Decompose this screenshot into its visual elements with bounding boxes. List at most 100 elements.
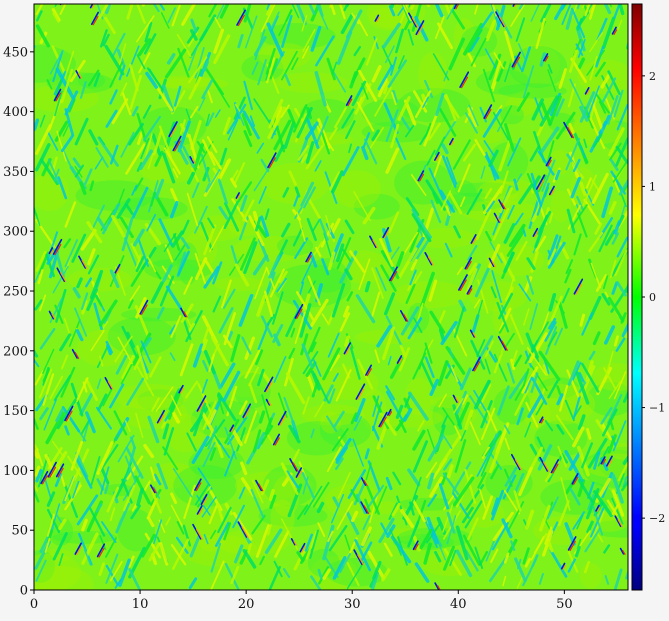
field-streak bbox=[484, 154, 500, 180]
field-streak bbox=[354, 539, 372, 572]
field-streak bbox=[591, 172, 609, 204]
field-streak bbox=[44, 537, 51, 553]
field-streak bbox=[270, 15, 279, 32]
field-defect-negative bbox=[305, 251, 312, 263]
field-streak bbox=[310, 298, 329, 328]
field-streak bbox=[131, 186, 149, 219]
x-tick-label: 30 bbox=[344, 597, 361, 612]
field-streak bbox=[34, 348, 39, 358]
colorbar-tick-label: −1 bbox=[649, 402, 665, 415]
field-patch bbox=[534, 420, 588, 457]
field-streak bbox=[335, 437, 352, 462]
field-streak bbox=[179, 343, 194, 377]
field-defect-negative bbox=[369, 235, 377, 249]
field-streak bbox=[309, 252, 318, 268]
field-streak bbox=[452, 492, 470, 519]
field-streak bbox=[167, 7, 176, 24]
field-patch bbox=[150, 243, 183, 268]
field-streak bbox=[60, 68, 74, 104]
field-streak bbox=[395, 404, 404, 419]
field-streak bbox=[203, 349, 216, 375]
field-streak bbox=[507, 204, 515, 220]
field-streak bbox=[143, 336, 152, 348]
field-streak bbox=[332, 496, 340, 508]
field-streak bbox=[293, 547, 307, 571]
field-streak bbox=[192, 343, 204, 368]
colorbar bbox=[632, 4, 642, 590]
field-streak bbox=[139, 149, 153, 171]
field-streak bbox=[156, 306, 165, 320]
field-streak bbox=[480, 447, 495, 477]
field-streak bbox=[451, 10, 465, 30]
field-patch bbox=[577, 59, 628, 95]
field-defect-positive bbox=[390, 271, 398, 282]
field-streak bbox=[514, 384, 525, 401]
field-defect-positive bbox=[573, 476, 579, 485]
field-streak bbox=[371, 129, 380, 142]
field-streak bbox=[389, 528, 402, 556]
field-streak bbox=[64, 425, 70, 436]
field-streak bbox=[226, 416, 248, 446]
field-streak bbox=[513, 354, 522, 368]
field-streak bbox=[576, 195, 584, 211]
field-defect-positive bbox=[98, 547, 105, 558]
field-streak bbox=[239, 237, 256, 271]
field-streak bbox=[437, 22, 454, 50]
field-streak bbox=[496, 301, 510, 333]
field-defect-negative bbox=[74, 542, 82, 555]
field-streak bbox=[230, 177, 238, 188]
field-streak bbox=[326, 446, 342, 473]
field-streak bbox=[133, 356, 143, 371]
field-streak bbox=[142, 115, 161, 142]
field-streak bbox=[459, 196, 466, 208]
field-streak bbox=[162, 423, 170, 440]
field-streak bbox=[283, 121, 296, 150]
field-streak bbox=[597, 446, 610, 467]
field-defect-negative bbox=[539, 416, 544, 424]
field-streak bbox=[576, 4, 581, 10]
field-streak bbox=[331, 283, 346, 318]
field-streak bbox=[571, 161, 585, 179]
field-streak bbox=[130, 504, 142, 520]
field-streak bbox=[39, 294, 47, 312]
field-defect-negative bbox=[172, 135, 182, 152]
field-streak bbox=[588, 231, 604, 253]
field-streak bbox=[46, 231, 59, 261]
field-streak bbox=[341, 108, 355, 129]
field-patch bbox=[418, 52, 448, 96]
field-streak bbox=[128, 555, 135, 568]
field-streak bbox=[212, 295, 222, 313]
field-streak bbox=[567, 558, 576, 573]
field-streak bbox=[547, 234, 559, 260]
field-defect-negative bbox=[139, 299, 149, 315]
field-streak bbox=[611, 489, 625, 517]
field-streak bbox=[217, 178, 228, 205]
field-streak bbox=[332, 372, 339, 382]
field-streak bbox=[503, 552, 510, 564]
field-streak bbox=[230, 245, 239, 268]
field-streak bbox=[490, 464, 500, 480]
field-streak bbox=[203, 258, 215, 275]
field-streak bbox=[506, 230, 525, 257]
field-streak bbox=[344, 268, 353, 281]
field-streak bbox=[585, 177, 592, 189]
field-streak bbox=[135, 254, 142, 269]
field-defect-positive bbox=[293, 540, 297, 546]
field-defect-positive bbox=[450, 140, 455, 146]
field-defect-positive bbox=[91, 4, 96, 9]
field-streak bbox=[380, 522, 388, 535]
field-defect-negative bbox=[452, 394, 458, 403]
field-streak bbox=[613, 220, 621, 235]
field-streak bbox=[446, 464, 454, 479]
field-streak bbox=[557, 300, 568, 329]
field-streak bbox=[270, 11, 280, 29]
field-streak bbox=[455, 549, 473, 578]
field-streak bbox=[625, 310, 628, 316]
field-streak bbox=[464, 549, 479, 572]
field-streak bbox=[55, 513, 63, 524]
field-defect-negative bbox=[550, 459, 560, 474]
field-streak bbox=[119, 82, 128, 97]
field-streak bbox=[375, 267, 387, 292]
field-defect-negative bbox=[353, 549, 363, 565]
